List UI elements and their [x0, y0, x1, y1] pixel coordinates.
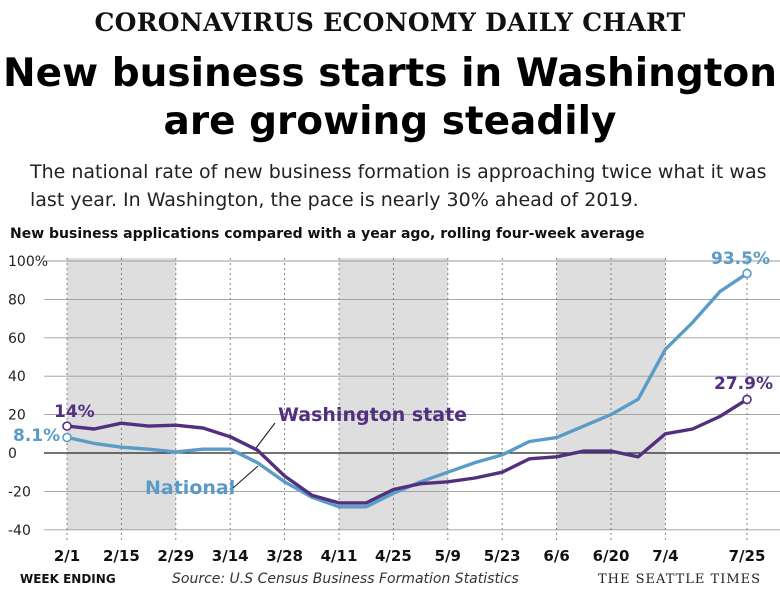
washington-end-point	[742, 394, 752, 405]
y-tick-label: -40	[8, 523, 31, 539]
chart-dek: The national rate of new business format…	[30, 161, 767, 211]
national-series-label: National	[145, 477, 235, 499]
headline-line-1: New business starts in Washington	[3, 51, 777, 96]
x-tick-label: 3/14	[212, 547, 249, 565]
y-tick-label: 0	[8, 446, 17, 462]
chart-headline: New business starts in Washington are gr…	[0, 50, 780, 146]
washington-start-label: 14%	[54, 402, 95, 422]
series-lines	[62, 268, 752, 509]
x-tick-label: 6/6	[543, 547, 569, 565]
y-tick-label: 20	[8, 408, 26, 424]
x-tick-label: 2/1	[54, 547, 80, 565]
washington-leader-line	[255, 422, 276, 449]
x-axis-label: WEEK ENDING	[20, 572, 116, 586]
x-tick-label: 4/25	[375, 547, 412, 565]
national-start-point	[62, 432, 72, 443]
y-tick-label: -20	[8, 484, 31, 500]
x-tick-label: 7/25	[729, 547, 766, 565]
x-tick-label: 5/9	[435, 547, 461, 565]
national-end-point	[742, 268, 752, 279]
washington-line	[65, 397, 749, 505]
chart-subtitle: New business applications compared with …	[10, 226, 645, 242]
x-tick-label: 5/23	[484, 547, 521, 565]
chart-labels: -40 -20 0 20 40 60 80 100% 2/1 2/15 2/29 3/14 3/28 4/…	[8, 249, 773, 565]
y-tick-label: 100%	[8, 254, 48, 270]
washington-end-label: 27.9%	[714, 374, 773, 394]
x-tick-label: 7/4	[652, 547, 678, 565]
national-end-label: 93.5%	[711, 249, 770, 269]
x-tick-label: 4/11	[321, 547, 358, 565]
publisher-credit: THE SEATTLE TIMES	[598, 572, 762, 587]
washington-series-label: Washington state	[278, 404, 467, 426]
chart-kicker: CORONAVIRUS ECONOMY DAILY CHART	[94, 8, 686, 37]
x-tick-label: 3/28	[266, 547, 303, 565]
washington-start-point	[62, 421, 72, 431]
x-tick-label: 2/15	[103, 547, 140, 565]
y-tick-label: 80	[8, 292, 26, 308]
y-tick-label: 60	[8, 331, 26, 347]
headline-line-2: are growing steadily	[163, 99, 617, 144]
x-tick-label: 2/29	[157, 547, 194, 565]
national-leader-line	[232, 465, 259, 489]
y-tick-label: 40	[8, 369, 26, 385]
source-note: Source: U.S Census Business Formation St…	[172, 571, 519, 587]
national-start-label: 8.1%	[13, 426, 60, 446]
x-tick-label: 6/20	[593, 547, 630, 565]
